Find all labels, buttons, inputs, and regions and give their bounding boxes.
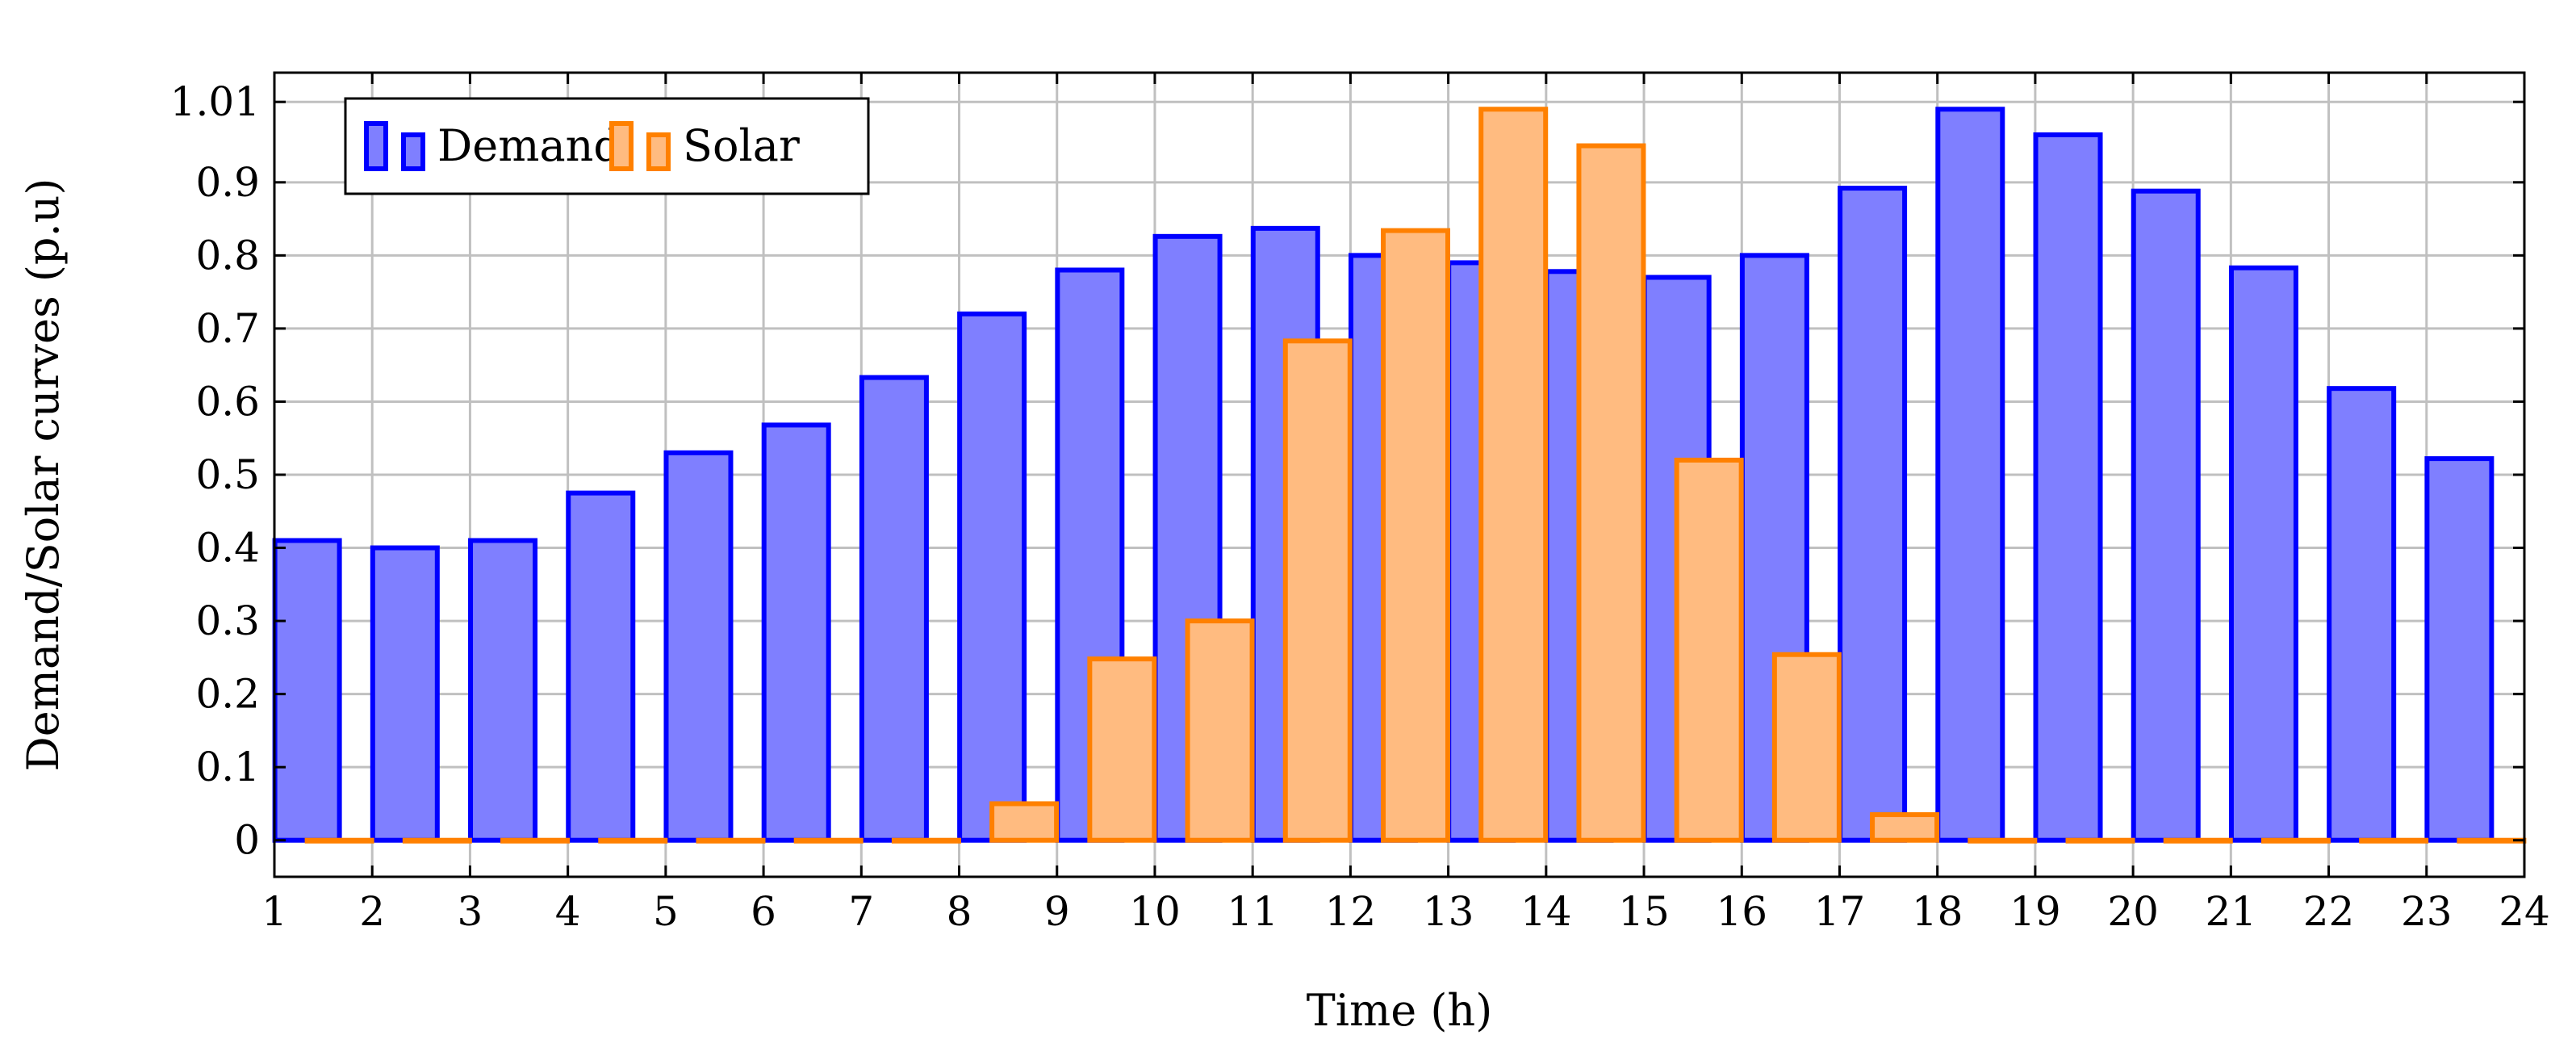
bar-demand-21 [2228,265,2298,843]
bar-demand-1 [272,538,342,843]
x-tick-label: 16 [1716,888,1767,935]
bar-demand-2 [370,545,440,843]
x-tick-label: 13 [1423,888,1474,935]
bar-solar-16 [1771,652,1842,843]
x-tick-label: 15 [1618,888,1670,935]
bar-solar-19 [2065,837,2135,844]
bar-solar-8 [989,801,1060,843]
bar-demand-18 [1935,107,2005,843]
y-tick-label: 0.7 [195,305,260,352]
bar-solar-9 [1087,656,1157,843]
bar-solar-21 [2260,837,2331,844]
bar-solar-14 [1576,143,1646,843]
bar-solar-17 [1870,812,1940,843]
x-tick-label: 10 [1129,888,1181,935]
bar-demand-4 [566,490,636,843]
x-tick-label: 11 [1227,888,1278,935]
x-tick-label: 17 [1814,888,1866,935]
x-tick-label: 21 [2206,888,2257,935]
legend-swatch-demand [364,121,388,171]
bar-demand-19 [2033,132,2103,843]
x-tick-label: 12 [1325,888,1377,935]
legend-swatch-solar-2 [646,132,671,171]
x-tick-label: 9 [1044,888,1070,935]
bar-solar-6 [793,837,864,844]
bar-demand-22 [2327,386,2397,843]
bar-solar-18 [1968,837,2038,844]
bar-demand-7 [859,375,929,843]
legend: Demand Solar [344,97,870,195]
bar-solar-15 [1674,457,1744,843]
x-tick-label: 4 [555,888,581,935]
y-tick-label: 0.5 [195,451,260,498]
y-tick-label: 0.3 [195,597,260,644]
legend-box [344,97,870,195]
legend-swatch-solar [609,121,634,171]
legend-label-solar: Solar [683,120,800,171]
bar-solar-1 [304,837,374,844]
y-tick-label: 0.9 [195,159,260,206]
bar-solar-2 [402,837,472,844]
bar-solar-12 [1381,228,1450,843]
bar-solar-3 [500,837,571,844]
x-tick-label: 20 [2107,888,2159,935]
x-tick-label: 8 [947,888,972,935]
bar-solar-13 [1478,107,1549,843]
bar-solar-10 [1185,618,1255,843]
bar-solar-20 [2163,837,2233,844]
bar-demand-5 [663,450,734,843]
bar-solar-4 [598,837,668,844]
y-tick-label: 0.2 [195,671,260,718]
x-tick-label: 22 [2303,888,2355,935]
y-tick-label: 0.6 [195,378,260,425]
y-tick-label: 0.1 [195,744,260,790]
x-tick-label: 24 [2499,888,2550,935]
x-tick-label: 23 [2401,888,2453,935]
tick-layer: 1 2 3 4 5 6 7 8 9 10 11 12 13 14 15 16 17 18 19 20 21 22 23 240… [170,73,2550,935]
bar-demand-23 [2424,456,2494,843]
bar-demand-20 [2131,188,2201,843]
bar-solar-11 [1282,338,1353,843]
legend-label-demand: Demand [437,120,621,171]
bar-solar-7 [891,837,961,844]
x-tick-label: 18 [1912,888,1963,935]
y-axis-title: Demand/Solar curves (p.u) [18,178,69,772]
bar-demand-3 [468,538,538,843]
x-tick-label: 3 [458,888,483,935]
y-tick-label: 0.4 [195,525,260,572]
x-tick-label: 2 [359,888,385,935]
bar-demand-6 [761,422,831,843]
y-tick-label: 0.8 [195,232,260,279]
bars-layer [272,107,2527,844]
bar-solar-22 [2359,837,2429,844]
x-tick-label: 7 [848,888,874,935]
y-tick-label: 1.01 [170,78,260,125]
bar-demand-8 [957,311,1027,843]
legend-swatch-demand-2 [401,132,425,171]
x-tick-label: 5 [653,888,679,935]
bar-demand-17 [1838,186,1908,843]
x-tick-label: 19 [2009,888,2061,935]
x-tick-label: 6 [751,888,776,935]
y-tick-label: 0 [234,817,260,864]
x-tick-label: 1 [261,888,287,935]
x-axis-title: Time (h) [1307,985,1493,1036]
x-tick-label: 14 [1520,888,1572,935]
bar-solar-5 [696,837,766,844]
